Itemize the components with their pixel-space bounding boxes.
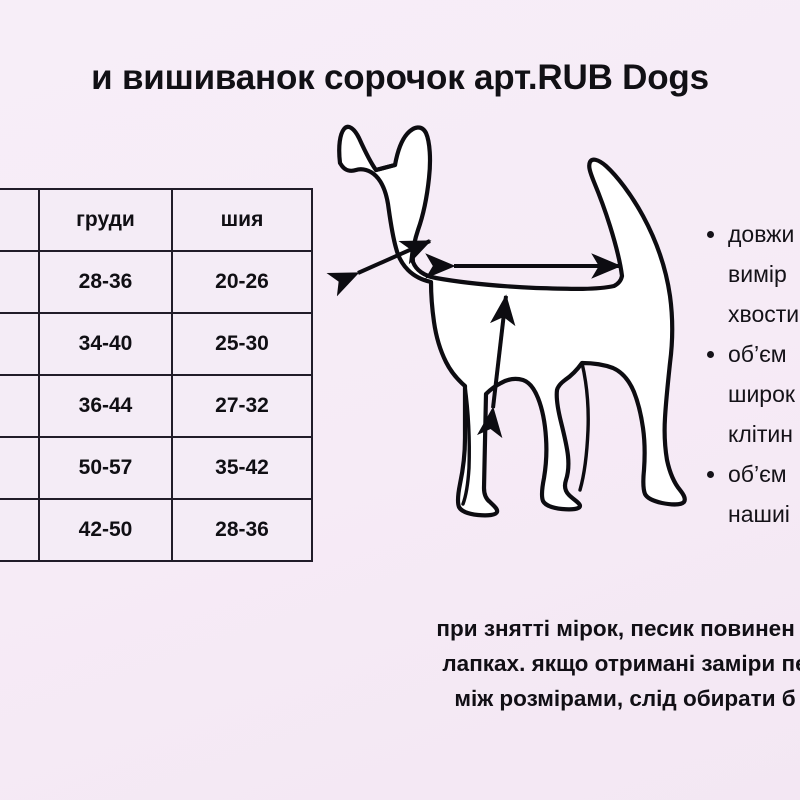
table-row: 36-44 27-32 (0, 374, 313, 438)
dog-rear-leg-line (578, 361, 590, 492)
cell-chest: 42-50 (38, 498, 173, 562)
measurement-note: при знятті мірок, песик повинен с лапках… (436, 616, 800, 711)
cell-size (0, 374, 40, 438)
table-row: 50-57 35-42 (0, 436, 313, 500)
cell-size (0, 436, 40, 500)
cell-neck: 28-36 (171, 498, 313, 562)
dog-side-view-icon (326, 124, 687, 518)
list-item: об’єм нашиі (702, 454, 800, 534)
column-header-size: а (0, 188, 40, 252)
cell-size (0, 498, 40, 562)
cell-chest: 28-36 (38, 250, 173, 314)
cell-neck: 25-30 (171, 312, 313, 376)
dog-ear-notch (373, 162, 398, 173)
chest-measure-arrow (476, 294, 516, 439)
list-item: об’єм широк клітин (702, 334, 800, 454)
cell-neck: 35-42 (171, 436, 313, 500)
table-header-row: а груди шия (0, 188, 313, 252)
cell-size (0, 250, 40, 314)
cell-chest: 36-44 (38, 374, 173, 438)
list-item: довжи вимір хвости (702, 214, 800, 334)
dog-front-leg-line (461, 384, 471, 506)
cell-neck: 27-32 (171, 374, 313, 438)
table-row: 28-36 20-26 (0, 250, 313, 314)
cell-chest: 50-57 (38, 436, 173, 500)
cell-neck: 20-26 (171, 250, 313, 314)
dog-body-outline (337, 124, 687, 518)
size-table: а груди шия 28-36 20-26 34-40 25-30 36-4… (0, 188, 313, 562)
measurement-instructions-list: довжи вимір хвости об’єм широк клітин об… (702, 214, 800, 534)
table-row: 42-50 28-36 (0, 498, 313, 562)
table-row: 34-40 25-30 (0, 312, 313, 376)
cell-chest: 34-40 (38, 312, 173, 376)
neck-measure-arrow (326, 239, 432, 297)
page-title: и вишиванок сорочок арт.RUB Dogs (91, 58, 709, 97)
cell-size (0, 312, 40, 376)
column-header-chest: груди (38, 188, 173, 252)
dog-diagram (318, 118, 718, 598)
column-header-neck: шия (171, 188, 313, 252)
